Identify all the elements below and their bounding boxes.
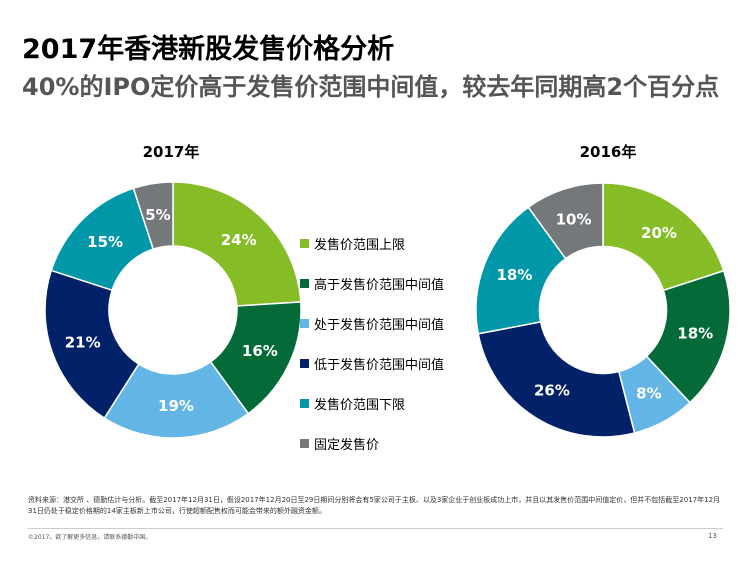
copyright-text: ©2017。欲了解更多信息，请联系德勤中国。 xyxy=(28,534,152,541)
legend-label: 处于发售价范围中间值 xyxy=(314,317,445,333)
legend-label: 发售价范围上限 xyxy=(314,237,406,253)
legend-swatch xyxy=(300,238,309,248)
legend-item: 低于发售价范围中间值 xyxy=(300,343,444,383)
donut-slice xyxy=(645,269,731,404)
slice-data-label: 16% xyxy=(242,342,278,360)
donut-slice xyxy=(477,321,636,438)
slice-data-label: 19% xyxy=(158,397,194,415)
donut-chart-2017: 24% 16% 19% 21% 15% 5% xyxy=(44,181,302,439)
legend-item: 发售价范围下限 xyxy=(300,383,444,423)
legend-label: 高于发售价范围中间值 xyxy=(314,277,445,293)
legend-item: 高于发售价范围中间值 xyxy=(300,263,444,303)
slice-data-label: 10% xyxy=(556,210,592,228)
footer-divider xyxy=(28,528,723,529)
slice-data-label: 18% xyxy=(677,325,713,343)
page-title: 2017年香港新股发售价格分析 xyxy=(22,34,395,65)
donut-slice xyxy=(44,269,140,420)
legend: 发售价范围上限 高于发售价范围中间值 处于发售价范围中间值 低于发售价范围中间值… xyxy=(300,223,444,463)
page-subtitle: 40%的IPO定价高于发售价范围中间值，较去年同期高2个百分点 xyxy=(22,73,720,101)
legend-label: 固定发售价 xyxy=(314,437,380,453)
slice-data-label: 5% xyxy=(145,206,170,224)
donut-slice xyxy=(475,206,567,335)
donut-slice xyxy=(103,360,250,439)
donut-chart-2016: 20% 18% 8% 26% 18% 10% xyxy=(475,182,731,438)
slice-data-label: 20% xyxy=(641,224,677,242)
legend-swatch xyxy=(300,398,309,408)
legend-label: 低于发售价范围中间值 xyxy=(314,357,445,373)
slice-data-label: 26% xyxy=(534,381,570,399)
legend-item: 处于发售价范围中间值 xyxy=(300,303,444,343)
legend-item: 发售价范围上限 xyxy=(300,223,444,263)
chart-title-2017: 2017年 xyxy=(142,143,200,161)
chart-title-2016: 2016年 xyxy=(579,143,637,161)
legend-label: 发售价范围下限 xyxy=(314,397,406,413)
donut-slice xyxy=(172,181,302,307)
donut-slice xyxy=(527,182,604,260)
slice-data-label: 15% xyxy=(87,233,123,251)
source-footnote: 资料来源：港交所 、德勤估计与分析。截至2017年12月31日，假设2017年1… xyxy=(28,496,721,515)
legend-item: 固定发售价 xyxy=(300,423,444,463)
slice-data-label: 21% xyxy=(65,334,101,352)
slice-data-label: 18% xyxy=(496,266,532,284)
page-number: 13 xyxy=(708,532,717,540)
donut-slice xyxy=(132,181,174,251)
slice-data-label: 24% xyxy=(221,231,257,249)
legend-swatch xyxy=(300,318,309,328)
legend-swatch xyxy=(300,358,309,368)
legend-swatch xyxy=(300,438,309,448)
slice-data-label: 8% xyxy=(636,384,661,402)
legend-swatch xyxy=(300,278,309,288)
